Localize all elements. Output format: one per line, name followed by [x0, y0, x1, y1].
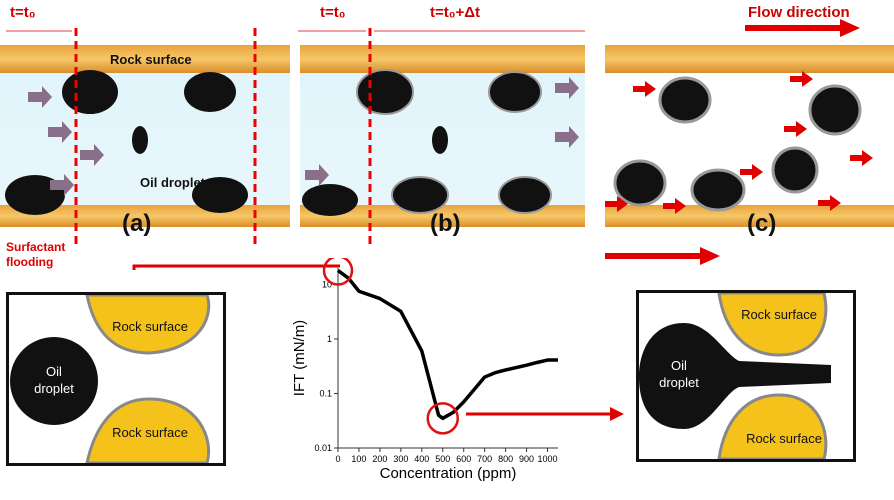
ift-series-line: [336, 269, 558, 421]
x-tick-label: 200: [372, 454, 387, 464]
highlight-circle-min: [426, 402, 460, 435]
side-label-line1: Surfactant: [6, 240, 66, 254]
x-tick-label: 900: [519, 454, 534, 464]
right-rock-top-label: Rock surface: [741, 307, 817, 322]
y-tick-label: 0.1: [319, 388, 332, 398]
rock-surface-label: Rock surface: [110, 52, 192, 67]
y-tick-label: 1: [327, 334, 332, 344]
left-rock-bottom-label: Rock surface: [112, 425, 188, 440]
right-oil-line1: Oil: [671, 358, 687, 373]
panel-b-graphic: [300, 28, 585, 248]
x-axis-label: Concentration (ppm): [380, 465, 517, 482]
right-oil-label: Oil droplet: [649, 357, 709, 391]
panel-a-graphic: [0, 28, 290, 248]
x-tick-label: 100: [351, 454, 366, 464]
x-tick-label: 700: [477, 454, 492, 464]
panel-a-letter: (a): [122, 210, 152, 237]
top-panels-graphic: [0, 19, 894, 270]
left-oil-line1: Oil: [46, 364, 62, 379]
ift-chart: 0 100 200 300 400 500 600 700 800 900 1000 0.01 0.1 1…: [291, 258, 558, 482]
right-detail-graphic: [639, 293, 831, 459]
x-tick-label: 300: [393, 454, 408, 464]
right-oil-line2: droplet: [659, 375, 699, 390]
panel-c-letter: (c): [747, 210, 777, 237]
t0-label-a: t=t₀: [10, 4, 36, 21]
x-tick-label: 400: [414, 454, 429, 464]
x-tick-label: 800: [498, 454, 513, 464]
flow-direction-label: Flow direction: [748, 4, 850, 21]
t0-label-b: t=t₀: [320, 4, 346, 21]
y-tick-label: 0.01: [314, 443, 332, 453]
y-axis-label: IFT (mN/m): [291, 320, 308, 396]
left-rock-top-label: Rock surface: [112, 319, 188, 334]
highlight-circle-low: [322, 258, 354, 286]
x-tick-label: 0: [335, 454, 340, 464]
x-tick-label: 1000: [538, 454, 558, 464]
left-detail-graphic: [10, 295, 211, 463]
surfactant-flooding-label: Surfactant flooding: [6, 240, 65, 270]
tdt-label: t=t₀+Δt: [430, 4, 481, 21]
flow-arrows: [605, 19, 873, 265]
left-oil-line2: droplet: [34, 381, 74, 396]
oil-droplet-label: Oil droplet: [140, 175, 205, 190]
side-label-line2: flooding: [6, 255, 54, 269]
left-oil-label: Oil droplet: [14, 363, 94, 397]
y-tick-label: 10: [322, 279, 332, 289]
panel-b-letter: (b): [430, 210, 461, 237]
right-rock-bottom-label: Rock surface: [746, 431, 822, 446]
x-tick-label: 600: [456, 454, 471, 464]
left-detail-box: Rock surface Rock surface Oil droplet: [6, 292, 226, 466]
panel-c-graphic: [605, 45, 894, 227]
right-detail-box: Rock surface Rock surface Oil droplet: [636, 290, 856, 462]
x-tick-label: 500: [435, 454, 450, 464]
